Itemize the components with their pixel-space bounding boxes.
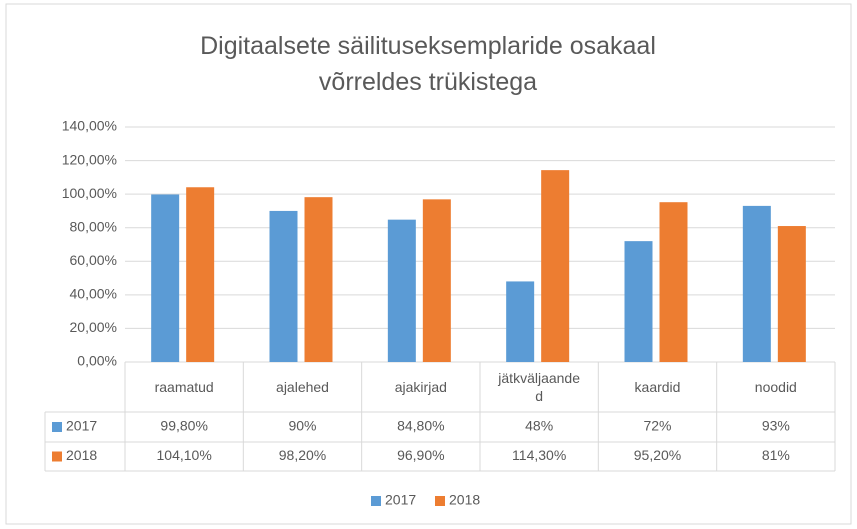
- table-series-name: 2017: [66, 418, 97, 434]
- category-label: ajalehed: [276, 379, 329, 395]
- table-value: 99,80%: [160, 418, 207, 434]
- category-label: kaardid: [634, 379, 681, 395]
- table-value: 72%: [643, 418, 671, 434]
- bar: [659, 202, 688, 362]
- category-label: jätkväljaanded: [498, 370, 581, 404]
- category-label: noodid: [754, 379, 797, 395]
- bar: [304, 197, 333, 362]
- bar: [506, 281, 535, 362]
- bar: [269, 210, 298, 362]
- table-value: 95,20%: [634, 447, 681, 463]
- y-tick-label: 140,00%: [62, 118, 117, 134]
- table-legend-key: [52, 451, 62, 462]
- category-label: raamatud: [154, 379, 214, 395]
- table-value: 114,30%: [512, 447, 566, 463]
- legend-key: [435, 496, 445, 506]
- bar: [151, 194, 180, 362]
- y-tick-label: 100,00%: [62, 185, 117, 201]
- y-tick-label: 80,00%: [70, 218, 117, 234]
- category-label: ajakirjad: [394, 379, 447, 395]
- table-value: 48%: [525, 418, 553, 434]
- bar: [742, 205, 771, 362]
- bar: [541, 170, 570, 362]
- table-value: 96,90%: [397, 447, 444, 463]
- table-legend-key: [52, 422, 62, 432]
- chart-border: [5, 3, 852, 525]
- y-tick-label: 40,00%: [70, 286, 117, 302]
- bar: [422, 199, 451, 362]
- y-tick-label: 0,00%: [77, 353, 117, 369]
- table-value: 81%: [762, 447, 790, 463]
- table-value: 98,20%: [279, 447, 326, 463]
- bar: [186, 187, 215, 362]
- legend-label: 2018: [449, 492, 480, 508]
- y-tick-label: 20,00%: [70, 319, 117, 335]
- bar: [624, 241, 653, 362]
- table-value: 93%: [762, 418, 790, 434]
- y-tick-label: 60,00%: [70, 252, 117, 268]
- bar: [777, 226, 806, 362]
- legend-label: 2017: [385, 492, 416, 508]
- table-series-name: 2018: [66, 447, 97, 463]
- y-tick-label: 120,00%: [62, 151, 117, 167]
- chart-title: Digitaalsete säilituseksemplaride osakaa…: [200, 32, 656, 96]
- table-value: 90%: [288, 418, 316, 434]
- legend-key: [371, 496, 381, 506]
- table-value: 84,80%: [397, 418, 444, 434]
- bar: [387, 219, 416, 362]
- table-value: 104,10%: [157, 447, 212, 463]
